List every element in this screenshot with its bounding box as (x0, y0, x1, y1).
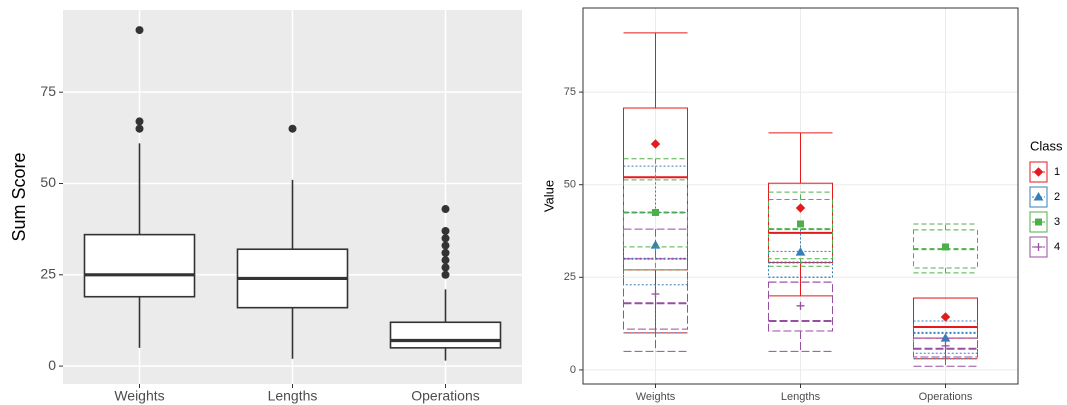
legend-label: 1 (1054, 166, 1060, 178)
box-fill (390, 322, 501, 348)
y-tick-label: 0 (570, 364, 576, 376)
y-axis-label: Value (541, 180, 556, 212)
outlier (441, 248, 450, 257)
box (623, 258, 688, 330)
legend-title: Class (1030, 138, 1063, 153)
outlier (135, 117, 144, 126)
outlier (135, 124, 144, 133)
y-tick-label: 25 (564, 271, 576, 283)
mean-point (651, 289, 660, 298)
outlier (441, 241, 450, 250)
y-tick-label: 75 (40, 83, 56, 99)
mean-point (940, 333, 951, 342)
mean-point (795, 247, 806, 256)
mean-point (796, 301, 805, 310)
outlier (135, 26, 144, 35)
y-tick-label: 0 (48, 357, 56, 373)
x-tick-label: Lengths (268, 388, 318, 404)
x-tick-label: Operations (919, 391, 973, 403)
legend-label: 4 (1054, 241, 1060, 253)
box (389, 321, 502, 349)
y-tick-label: 50 (40, 174, 56, 190)
outlier (441, 263, 450, 272)
y-axis-label: Sum Score (9, 152, 29, 241)
mean-point (941, 341, 950, 350)
box-fill (84, 234, 195, 297)
x-tick-label: Operations (411, 388, 479, 404)
legend-label: 3 (1054, 216, 1060, 228)
mean-point (1034, 243, 1043, 251)
outlier (441, 205, 450, 214)
mean-point (1035, 218, 1042, 226)
mean-point (795, 203, 806, 213)
mean-point (1033, 191, 1044, 201)
outlier (288, 124, 297, 133)
mean-point (1033, 167, 1044, 177)
x-tick-label: Weights (114, 388, 164, 404)
x-tick-label: Lengths (781, 391, 821, 403)
panel-border (582, 7, 1019, 385)
y-tick-label: 50 (564, 179, 576, 191)
y-tick-label: 75 (564, 86, 576, 98)
x-tick-label: Weights (636, 391, 676, 403)
legend-label: 2 (1054, 191, 1060, 203)
box (913, 337, 978, 358)
outlier (441, 234, 450, 243)
box (768, 281, 833, 332)
y-tick-label: 25 (40, 265, 56, 281)
box (83, 233, 196, 298)
outlier (441, 270, 450, 279)
mean-point (652, 208, 659, 216)
outlier (441, 256, 450, 265)
mean-point (797, 220, 804, 228)
outlier (441, 226, 450, 235)
mean-point (942, 243, 949, 251)
mean-point (650, 139, 661, 149)
